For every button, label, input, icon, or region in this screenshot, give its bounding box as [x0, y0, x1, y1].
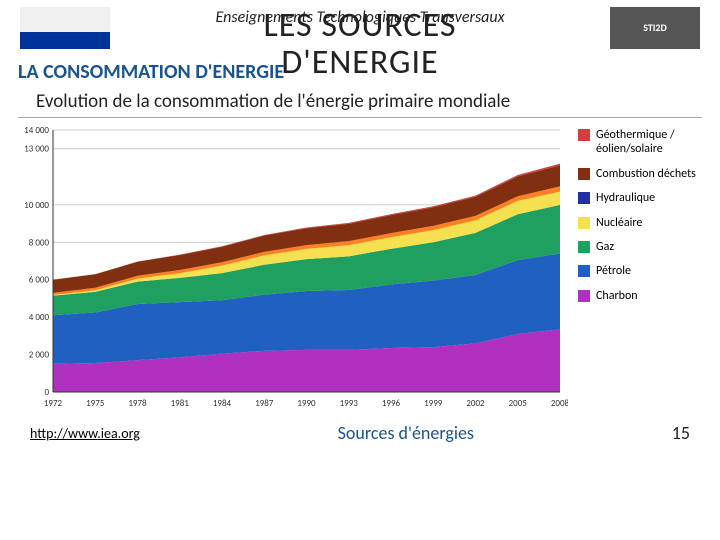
legend-item: Géothermique /éolien/solaire [578, 128, 702, 157]
svg-text:2005: 2005 [509, 398, 528, 409]
legend-swatch [578, 129, 590, 141]
svg-text:13 000: 13 000 [24, 144, 49, 155]
svg-text:2 000: 2 000 [29, 350, 50, 361]
legend-swatch [578, 290, 590, 302]
page-number: 15 [672, 422, 690, 444]
chart-legend: Géothermique /éolien/solaire Combustion d… [568, 124, 708, 414]
svg-text:2008: 2008 [551, 398, 568, 409]
legend-item: Pétrole [578, 264, 702, 278]
legend-label: Charbon [596, 289, 638, 303]
stacked-area-chart: 0 2 000 4 000 6 000 8 000 10 000 13 000 14 000 1… [8, 124, 568, 414]
legend-label: Pétrole [596, 264, 631, 278]
svg-text:1978: 1978 [128, 398, 147, 409]
svg-text:1993: 1993 [340, 398, 359, 409]
svg-text:4 000: 4 000 [29, 312, 50, 323]
svg-text:8 000: 8 000 [29, 237, 50, 248]
legend-swatch [578, 241, 590, 253]
legend-item: Nucléaire [578, 216, 702, 230]
legend-swatch [578, 168, 590, 180]
svg-text:1981: 1981 [171, 398, 190, 409]
legend-swatch [578, 265, 590, 277]
svg-text:1975: 1975 [86, 398, 105, 409]
legend-label: Géothermique /éolien/solaire [596, 128, 702, 157]
legend-label: Gaz [596, 240, 614, 254]
source-link[interactable]: http://www.iea.org [30, 425, 140, 442]
svg-text:1990: 1990 [297, 398, 316, 409]
svg-text:10 000: 10 000 [24, 200, 49, 211]
legend-label: Hydraulique [596, 191, 655, 205]
svg-text:0: 0 [44, 387, 49, 398]
legend-item: Charbon [578, 289, 702, 303]
svg-text:1996: 1996 [382, 398, 401, 409]
legend-label: Combustion déchets [596, 167, 696, 181]
legend-item: Hydraulique [578, 191, 702, 205]
legend-item: Combustion déchets [578, 167, 702, 181]
svg-text:2002: 2002 [466, 398, 485, 409]
svg-text:1972: 1972 [44, 398, 63, 409]
logo-left [20, 7, 110, 49]
svg-text:6 000: 6 000 [29, 275, 50, 286]
svg-text:1999: 1999 [424, 398, 443, 409]
logo-right: STI2D [610, 7, 700, 49]
legend-swatch [578, 217, 590, 229]
svg-text:1987: 1987 [255, 398, 274, 409]
legend-label: Nucléaire [596, 216, 642, 230]
section-title: LA CONSOMMATION D'ENERGIE [0, 50, 720, 86]
legend-item: Gaz [578, 240, 702, 254]
footer-caption: Sources d'énergies [140, 422, 672, 444]
legend-swatch [578, 192, 590, 204]
svg-text:1984: 1984 [213, 398, 232, 409]
evolution-label: Evolution de la consommation de l'énergi… [18, 86, 702, 118]
svg-text:14 000: 14 000 [24, 125, 49, 136]
